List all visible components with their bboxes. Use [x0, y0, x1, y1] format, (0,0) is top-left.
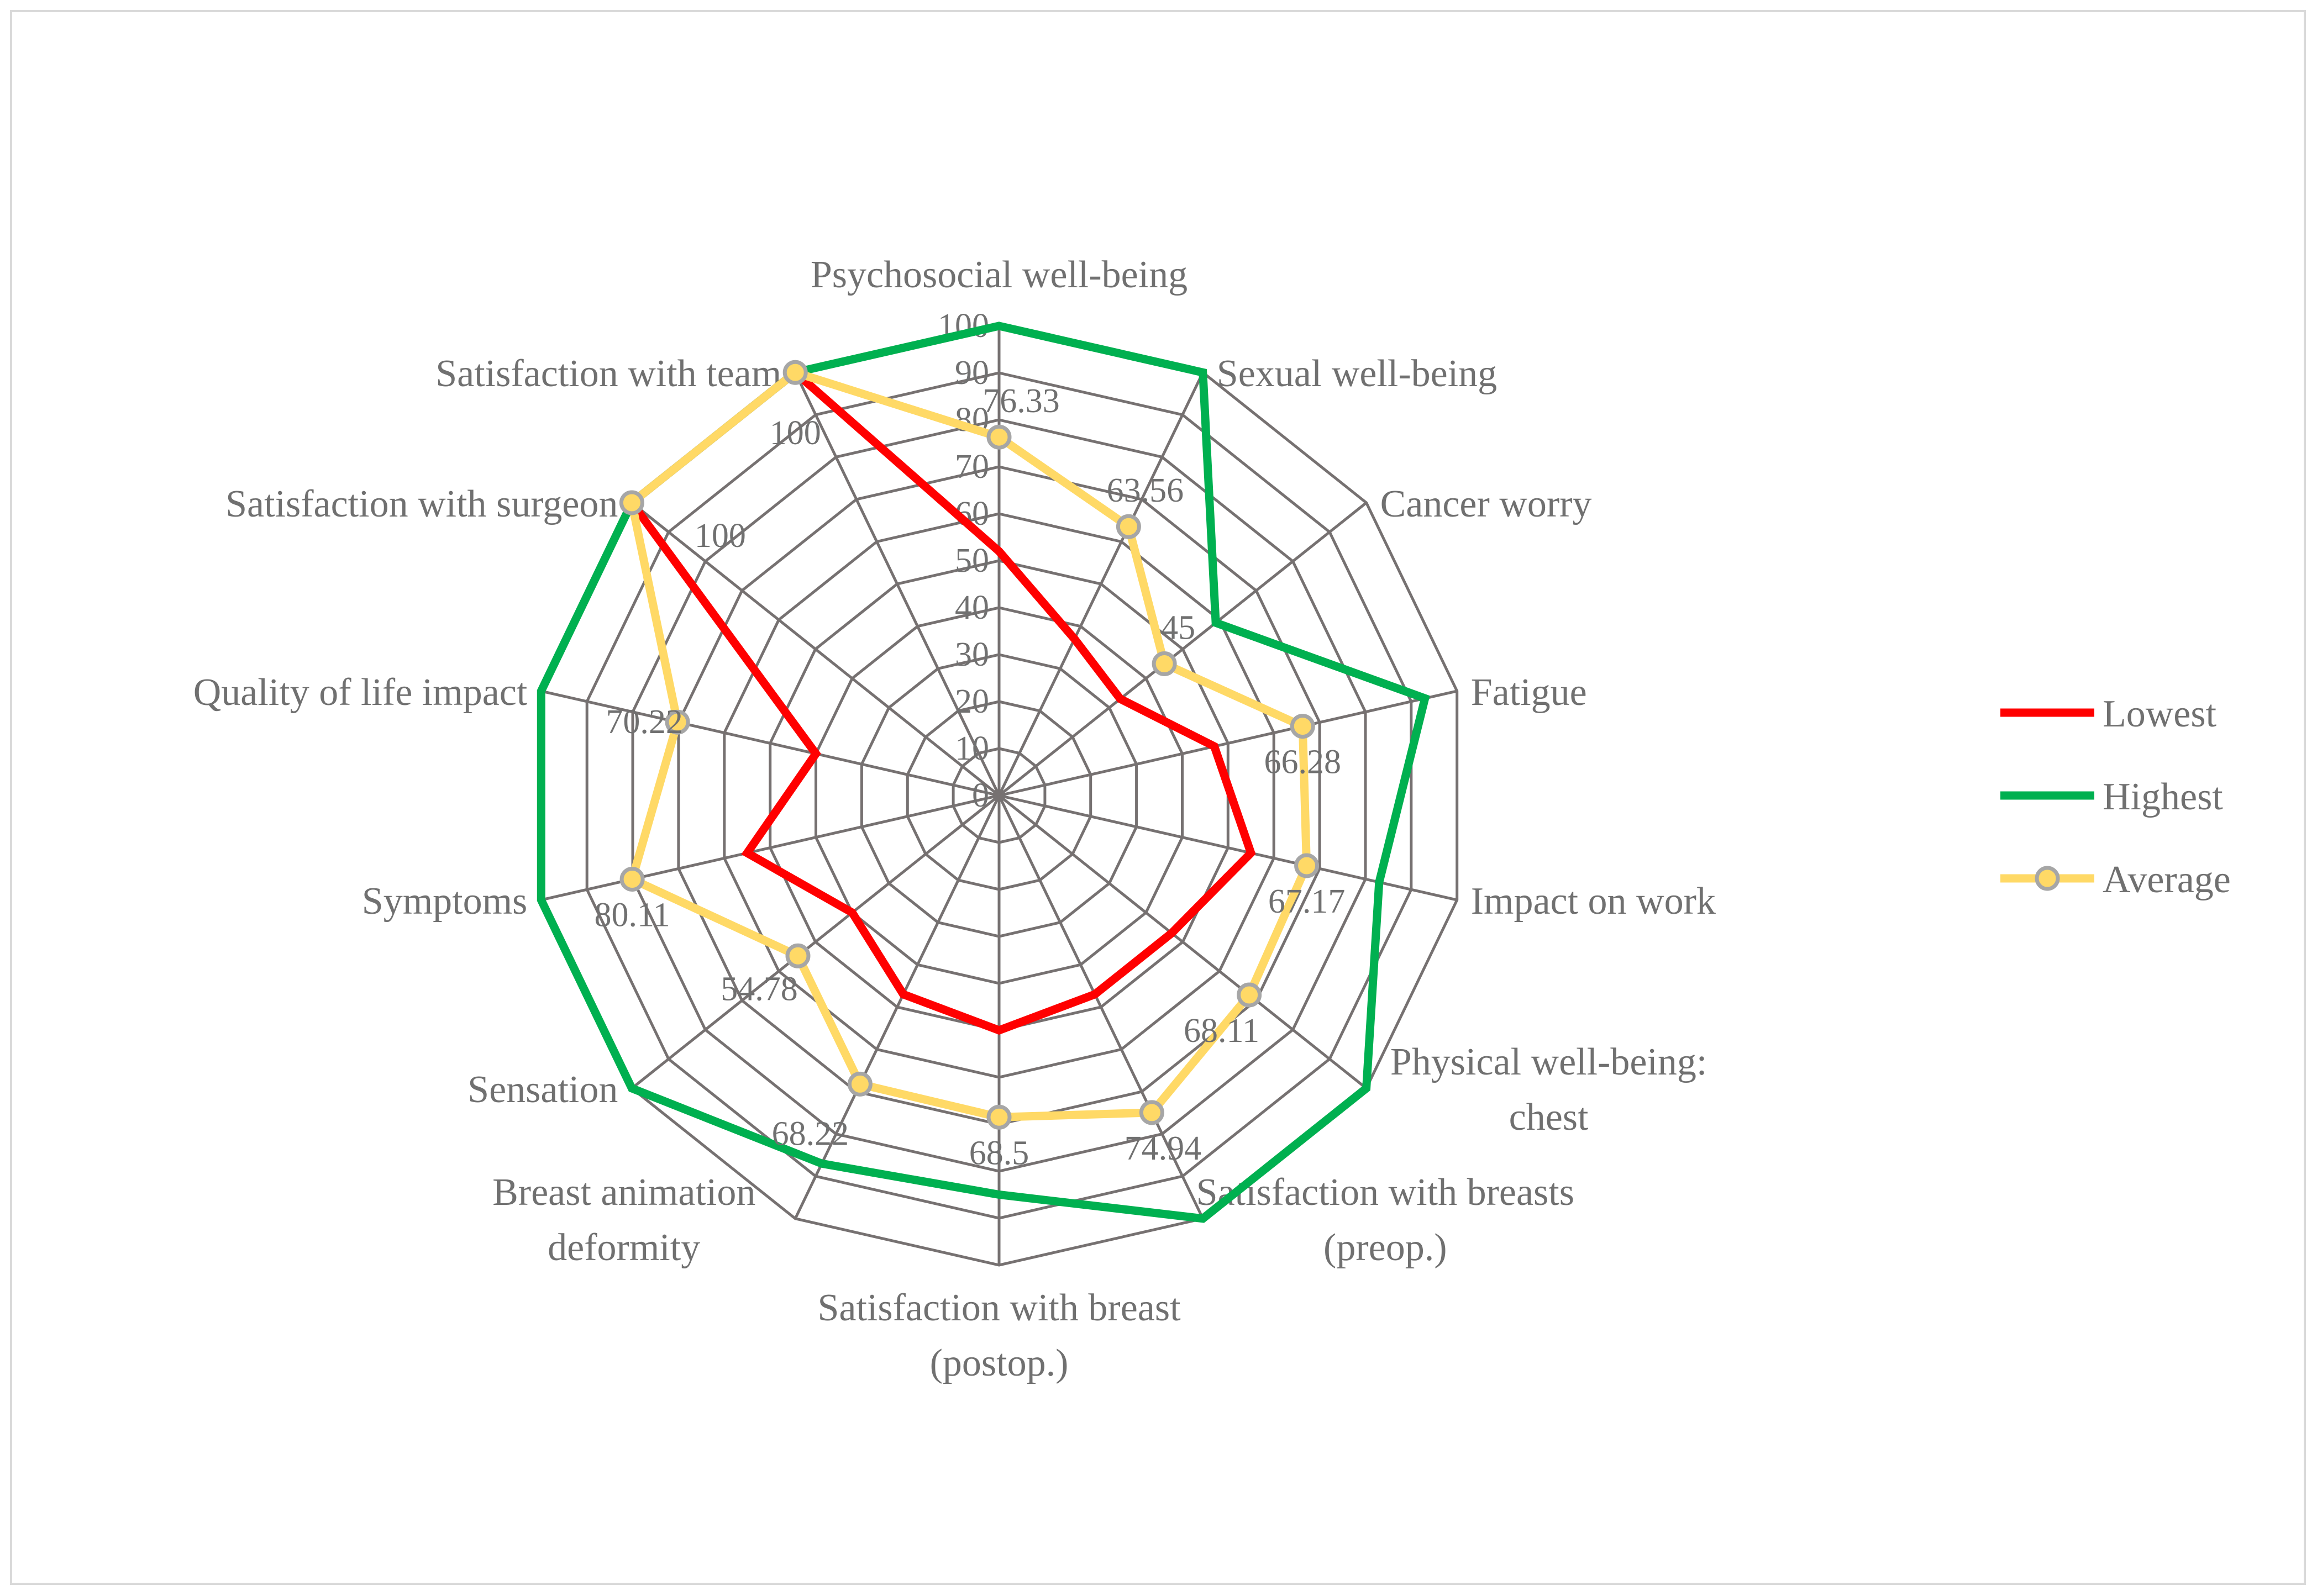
tick-label: 30 — [955, 636, 989, 673]
tick-label: 70 — [955, 448, 989, 486]
data-label: 45 — [1161, 609, 1195, 647]
spoke-10 — [540, 794, 1000, 902]
category-label: Symptoms — [362, 880, 528, 923]
spoke-3 — [999, 689, 1458, 797]
data-label: 63.56 — [1107, 472, 1184, 509]
category-label: Satisfaction with breasts (preop.) — [1196, 1171, 1574, 1269]
legend-marker — [2035, 866, 2060, 891]
average-marker-point — [986, 424, 1012, 450]
category-label-line: Impact on work — [1471, 880, 1716, 923]
data-label: 54.78 — [721, 970, 798, 1008]
tick-label: 90 — [955, 354, 989, 392]
legend-label: Lowest — [2103, 693, 2217, 735]
category-label-line: (preop.) — [1323, 1226, 1447, 1269]
chart-frame — [10, 10, 2306, 1585]
legend: Lowest Highest Average — [2000, 693, 2231, 901]
average-marker-point — [619, 867, 645, 892]
average-marker-point — [782, 360, 808, 385]
category-label: Quality of life impact — [193, 671, 528, 714]
series-line-highest — [537, 322, 1430, 1223]
category-label: Psychosocial well-being — [811, 254, 1188, 296]
spoke-6 — [997, 794, 1205, 1219]
legend-label: Highest — [2103, 776, 2223, 818]
tick-label: 50 — [955, 542, 989, 580]
category-label: Sensation — [467, 1068, 618, 1111]
tick-label: 40 — [955, 589, 989, 626]
category-label-line: Physical well-being: — [1390, 1041, 1707, 1083]
spoke-11 — [540, 689, 1000, 797]
average-marker-point — [665, 709, 690, 735]
data-label: 68.5 — [969, 1134, 1029, 1172]
data-label: 67.17 — [1268, 883, 1346, 920]
category-labels: Psychosocial well-being Sexual well-being… — [193, 254, 1716, 1384]
category-label: Sexual well-being — [1217, 352, 1497, 395]
data-label: 74.94 — [1125, 1130, 1202, 1167]
series-lines — [537, 322, 1430, 1223]
average-marker-point — [1152, 651, 1177, 676]
category-label-line: Cancer worry — [1380, 483, 1592, 525]
category-label-line: Fatigue — [1471, 671, 1587, 714]
average-marker-point — [1290, 714, 1315, 739]
average-marker-point — [986, 1104, 1012, 1130]
average-marker-point — [1294, 853, 1320, 878]
data-label: 76.33 — [983, 382, 1060, 420]
tick-label: 20 — [955, 683, 989, 720]
data-label: 100 — [695, 517, 746, 555]
data-label: 100 — [770, 414, 821, 452]
category-label-line: chest — [1509, 1096, 1589, 1139]
category-label: Cancer worry — [1380, 483, 1592, 525]
data-label: 68.11 — [1184, 1012, 1259, 1050]
category-label: Impact on work — [1471, 880, 1716, 923]
spoke-9 — [631, 794, 1000, 1089]
data-label: 66.28 — [1264, 744, 1342, 781]
data-labels: 76.33 63.56 45 66.28 67.17 68.11 74.94 68.5 68.2… — [594, 382, 1345, 1172]
average-marker-point — [785, 943, 811, 968]
average-marker-point — [619, 490, 644, 515]
category-label: Satisfaction with breast (postop.) — [817, 1287, 1181, 1384]
average-marker-point — [1116, 514, 1141, 539]
spoke-8 — [794, 794, 1001, 1219]
spoke-5 — [998, 794, 1368, 1089]
average-marker-point — [1139, 1100, 1164, 1125]
category-label-line: Symptoms — [362, 880, 528, 923]
category-label: Physical well-being: chest — [1390, 1041, 1707, 1139]
category-label-line: Sexual well-being — [1217, 352, 1497, 395]
spoke-2 — [998, 502, 1368, 797]
category-label-line: Satisfaction with team — [435, 352, 781, 395]
spoke-12 — [631, 502, 1000, 797]
data-label: 68.22 — [772, 1115, 849, 1152]
data-label: 70.22 — [606, 703, 683, 741]
spoke-1 — [997, 372, 1205, 797]
series-line-lowest — [626, 367, 1256, 1035]
category-label-line: Satisfaction with breast — [817, 1287, 1181, 1329]
spoke-13 — [794, 372, 1001, 797]
category-label: Breast animation deformity — [492, 1171, 755, 1269]
category-label-line: Sensation — [467, 1068, 618, 1111]
data-label: 80.11 — [594, 897, 670, 934]
category-label-line: (postop.) — [930, 1342, 1069, 1384]
category-label: Satisfaction with surgeon — [225, 483, 618, 525]
average-marker-point — [1237, 982, 1262, 1008]
category-label: Satisfaction with team — [435, 352, 781, 395]
average-marker-point — [847, 1071, 873, 1097]
tick-label: 0 — [972, 777, 989, 814]
category-label-line: Breast animation — [492, 1171, 755, 1214]
category-label: Fatigue — [1471, 671, 1587, 714]
category-label-line: Satisfaction with surgeon — [225, 483, 618, 525]
category-label-line: Quality of life impact — [193, 671, 528, 714]
category-label-line: deformity — [548, 1226, 700, 1269]
radar-grid — [539, 324, 1459, 1267]
tick-label: 10 — [955, 730, 989, 767]
legend-label: Average — [2103, 858, 2231, 901]
category-label-line: Psychosocial well-being — [811, 254, 1188, 296]
